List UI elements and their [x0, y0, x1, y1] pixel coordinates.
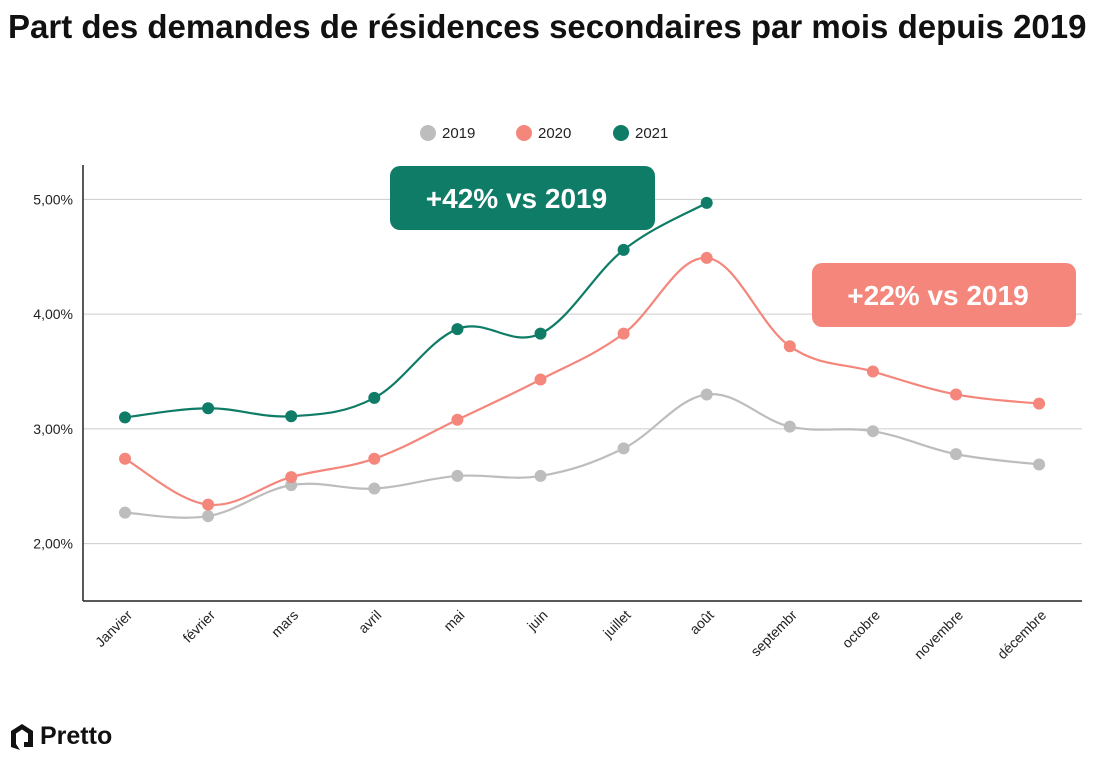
y-tick-label: 4,00% — [33, 306, 73, 322]
data-point-2021 — [368, 391, 381, 404]
legend-marker-2020 — [516, 125, 532, 141]
house-logo-icon — [11, 723, 33, 750]
data-point-2020 — [285, 471, 298, 484]
brand-name: Pretto — [40, 722, 113, 750]
data-point-2020 — [783, 340, 796, 353]
data-point-2020 — [1033, 397, 1046, 410]
data-point-2020 — [202, 498, 215, 511]
data-point-2020 — [950, 388, 962, 401]
legend-marker-2021 — [613, 125, 629, 141]
series-line-2019 — [124, 393, 1040, 519]
x-tick-label: mai — [440, 607, 467, 634]
data-point-2019 — [1033, 458, 1046, 471]
legend-label: 2021 — [635, 125, 668, 142]
data-point-2019 — [534, 469, 547, 482]
y-tick-label: 5,00% — [33, 191, 73, 207]
annotation-text: +22% vs 2019 — [847, 280, 1028, 311]
x-tick-label: Janvier — [92, 607, 135, 650]
x-tick-label: décembre — [994, 607, 1049, 662]
legend-label: 2020 — [538, 125, 571, 142]
data-point-2021 — [119, 411, 131, 424]
data-point-2019 — [617, 442, 630, 455]
x-tick-label: février — [179, 607, 218, 646]
legend-marker-2019 — [420, 125, 436, 141]
x-tick-label: septembr — [747, 607, 800, 660]
x-tick-label: avril — [355, 607, 384, 636]
x-tick-label: août — [686, 607, 717, 638]
x-tick-label: octobre — [839, 607, 883, 651]
legend-label: 2019 — [442, 125, 475, 142]
data-point-2020 — [534, 373, 547, 386]
annotation-text: +42% vs 2019 — [426, 183, 607, 214]
x-tick-label: novembre — [911, 607, 966, 662]
data-point-2021 — [617, 243, 630, 256]
series-line-2021 — [124, 201, 708, 419]
data-point-2019 — [783, 420, 796, 433]
data-point-2020 — [617, 327, 630, 340]
data-point-2019 — [368, 482, 381, 495]
pretto-logo: Pretto — [10, 722, 112, 751]
data-point-2019 — [700, 388, 713, 401]
data-point-2019 — [950, 448, 962, 461]
annotation-box — [390, 166, 655, 230]
x-tick-label: juin — [523, 607, 550, 634]
annotation-box — [812, 263, 1076, 327]
data-point-2020 — [866, 365, 879, 378]
data-point-2021 — [700, 196, 713, 209]
data-point-2021 — [285, 410, 298, 423]
data-point-2019 — [202, 510, 215, 523]
data-point-2020 — [451, 413, 464, 426]
data-point-2020 — [119, 452, 131, 465]
y-tick-label: 3,00% — [33, 421, 73, 437]
data-point-2020 — [368, 452, 381, 465]
data-point-2021 — [451, 323, 464, 336]
data-point-2020 — [700, 251, 713, 264]
data-point-2019 — [866, 425, 879, 438]
data-point-2021 — [202, 402, 215, 415]
data-point-2019 — [119, 506, 131, 519]
x-tick-label: mars — [268, 607, 301, 640]
chart-title: Part des demandes de résidences secondai… — [8, 8, 1087, 45]
y-tick-label: 2,00% — [33, 536, 73, 552]
x-tick-label: juillet — [599, 607, 634, 642]
data-point-2019 — [451, 469, 464, 482]
data-point-2021 — [534, 327, 547, 340]
